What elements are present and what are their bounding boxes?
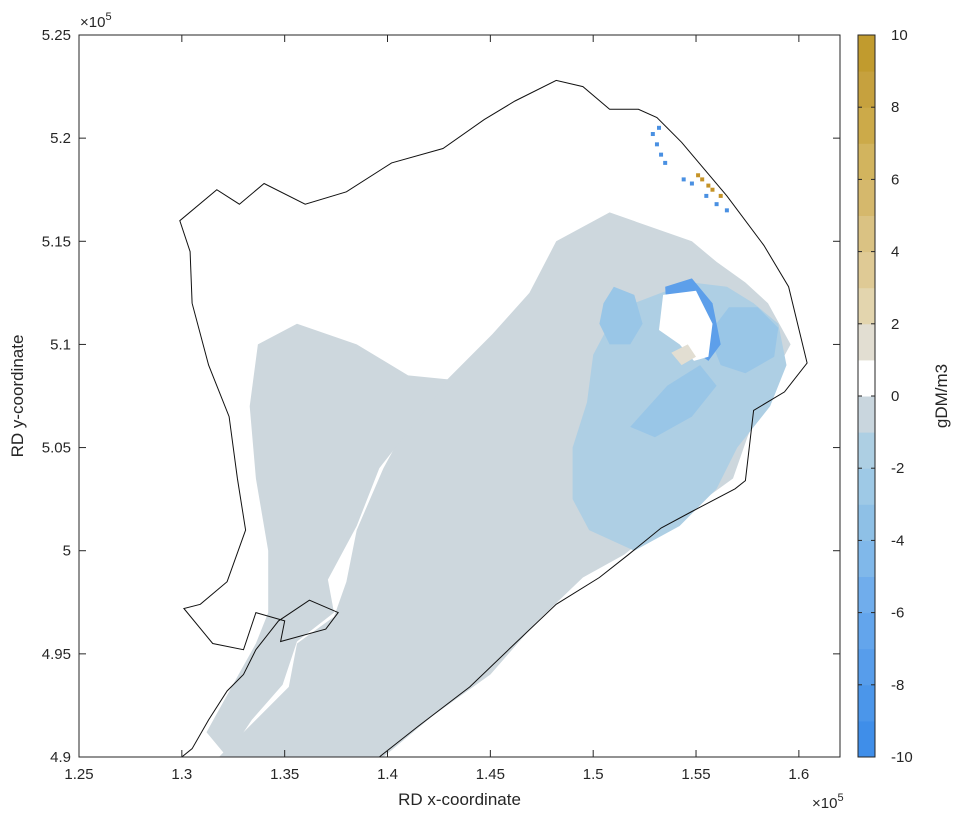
colorbar-tick-label: -4 [891, 532, 904, 549]
x-tick-label: 1.25 [64, 766, 93, 783]
study-area-boundary [179, 79, 808, 757]
data-layer [206, 125, 791, 757]
axes-frame [78, 34, 841, 758]
colorbar-bin [858, 576, 875, 614]
y-tick-label: 5.2 [50, 130, 71, 147]
x-tick-label: 1.3 [171, 766, 192, 783]
data-cell-dots-blue-5 [689, 181, 694, 186]
y-tick-label: 5 [63, 543, 71, 560]
x-tick-label: 1.4 [377, 766, 398, 783]
data-cell-dots-gold-1 [700, 177, 705, 182]
x-tick-label: 1.55 [681, 766, 710, 783]
data-cell-dots-blue-7 [714, 202, 719, 207]
data-cell-dots-blue-3 [663, 160, 668, 165]
colorbar-tick-label: 0 [891, 388, 899, 405]
data-cell-dots-blue-4 [681, 177, 686, 182]
colorbar-bin [858, 107, 875, 144]
colorbar-bin [858, 287, 875, 325]
colorbar-tick-label: 2 [891, 316, 899, 333]
data-cell-dots-blue-1 [654, 142, 659, 147]
colorbar-label: gDM/m3 [932, 364, 951, 428]
x-axis-label: RD x-coordinate [398, 790, 521, 809]
colorbar-tick-label: 8 [891, 99, 899, 116]
colorbar-tick-label: 6 [891, 171, 899, 188]
x-axis: 1.25 1.3 1.35 1.4 1.45 1.5 1.55 1.6 [64, 35, 809, 783]
boundary-layer [179, 79, 808, 757]
colorbar-bin [858, 684, 875, 722]
y-tick-label: 5.1 [50, 336, 71, 353]
colorbar-bin [858, 612, 875, 650]
colorbar-tick-label: 10 [891, 27, 908, 44]
y-axis: 4.9 4.95 5 5.05 5.1 5.15 5.2 5.25 [42, 27, 840, 766]
colorbar-bin [858, 396, 875, 433]
data-cell-dots-blue-0 [650, 132, 655, 137]
colorbar-tick-label: -6 [891, 605, 904, 622]
contour-region-deep-south [630, 365, 717, 438]
colorbar-axis: -10 -8 -6 -4 -2 0 2 4 6 8 10 [858, 27, 913, 766]
colorbar-bin [858, 432, 875, 469]
y-axis-label: RD y-coordinate [8, 335, 27, 458]
x-multiplier-base: ×10 [812, 795, 837, 812]
colorbar-bin [858, 648, 875, 686]
y-tick-label: 5.15 [42, 233, 71, 250]
x-multiplier-exp: 5 [837, 792, 843, 804]
data-cell-dots-blue-9 [657, 125, 662, 130]
contour-region-deep-west [599, 286, 643, 345]
contour-region-harbour-sand [671, 344, 696, 366]
x-tick-label: 1.45 [476, 766, 505, 783]
colorbar-bin [858, 143, 875, 180]
colorbar-bin [858, 71, 875, 108]
x-axis-multiplier: ×105 [812, 792, 844, 812]
y-tick-label: 4.9 [50, 749, 71, 766]
data-cell-dots-gold-0 [696, 173, 701, 178]
colorbar-bin [858, 215, 875, 253]
data-cell-dots-blue-6 [704, 193, 709, 198]
y-multiplier-base: ×10 [80, 14, 105, 31]
x-tick-label: 1.5 [583, 766, 604, 783]
colorbar-tick-label: -10 [891, 749, 913, 766]
colorbar-bin [858, 323, 875, 361]
colorbar-bin [858, 540, 875, 577]
colorbar-bin [858, 504, 875, 541]
data-cell-dots-gold-3 [710, 187, 715, 192]
contour-region-outer-west [206, 323, 450, 757]
y-tick-label: 5.05 [42, 440, 71, 457]
colorbar-bin [858, 720, 875, 758]
contour-region-harbour [659, 290, 713, 361]
y-axis-multiplier: ×105 [80, 11, 112, 31]
data-cell-dots-blue-2 [659, 152, 664, 157]
colorbar-bin [858, 468, 875, 505]
colorbar-tick-label: -8 [891, 677, 904, 694]
colorbar-tick-label: -2 [891, 460, 904, 477]
x-tick-label: 1.35 [270, 766, 299, 783]
data-cell-dots-gold-4 [718, 193, 723, 198]
y-tick-label: 5.25 [42, 27, 71, 44]
data-cell-dots-gold-2 [706, 183, 711, 188]
data-cell-dots-blue-8 [724, 208, 729, 213]
colorbar-bin [858, 359, 875, 397]
colorbar-tick-label: 4 [891, 244, 899, 261]
y-multiplier-exp: 5 [105, 11, 111, 23]
y-tick-label: 4.95 [42, 646, 71, 663]
x-tick-label: 1.6 [788, 766, 809, 783]
colorbar-bin [858, 35, 875, 72]
colorbar-bin [858, 179, 875, 216]
contour-region-deep-east [708, 307, 779, 374]
colorbar [857, 34, 876, 758]
colorbar-bin [858, 251, 875, 289]
